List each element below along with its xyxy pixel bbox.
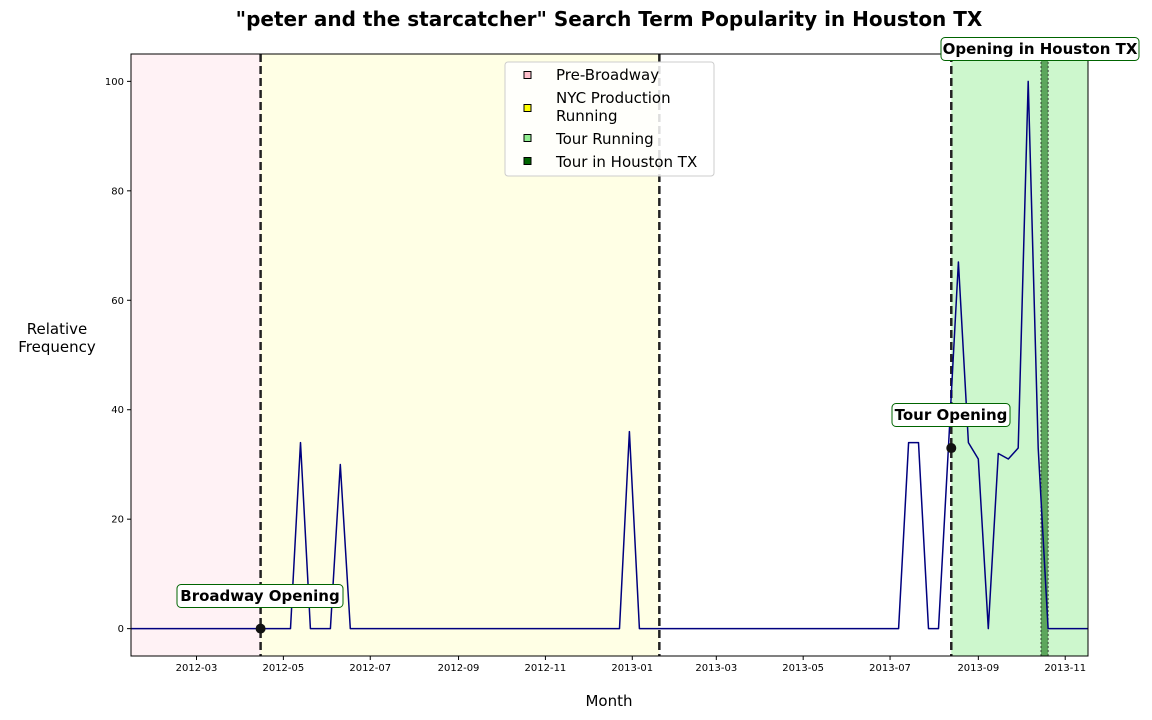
chart-title: "peter and the starcatcher" Search Term … (236, 7, 983, 31)
legend-label-line: Pre-Broadway (556, 66, 659, 84)
plot-frame (130, 53, 1089, 657)
span-tour-in-houston-tx (1041, 54, 1049, 656)
x-tick-label: 2013-09 (957, 663, 999, 674)
event-marker (255, 623, 266, 634)
legend-swatch (523, 157, 532, 165)
x-tick-label: 2012-11 (525, 663, 567, 674)
legend-swatch (523, 104, 532, 112)
legend-label: Pre-Broadway (556, 66, 659, 84)
annotation-label: Opening in Houston TX (943, 40, 1138, 58)
legend-entry: Tour Running (523, 130, 654, 148)
annotation-label: Tour Opening (895, 406, 1008, 424)
legend-label-line: Tour in Houston TX (555, 153, 697, 171)
y-axis-label-line: Frequency (18, 338, 96, 356)
x-tick-label: 2013-03 (695, 663, 737, 674)
event-markers (255, 443, 957, 634)
legend-label: NYC Production Running (556, 89, 671, 125)
y-tick-label: 60 (111, 296, 124, 307)
x-tick-label: 2013-01 (611, 663, 653, 674)
y-tick-label: 0 (118, 624, 124, 635)
legend-entry: Tour in Houston TX (523, 153, 697, 171)
y-axis: 0 20 40 60 80 100 (105, 77, 131, 635)
legend-entry: NYC Production Running (523, 89, 671, 125)
y-tick-label: 80 (111, 186, 124, 197)
x-axis: 2012-03 2012-05 2012-07 2012-09 2012-11 2013-… (176, 656, 1086, 674)
annotation-tour-opening: Tour Opening (891, 403, 1011, 427)
legend-label-line: Tour Running (555, 130, 654, 148)
x-tick-label: 2012-07 (349, 663, 391, 674)
y-tick-label: 100 (105, 77, 124, 88)
x-tick-label: 2012-09 (438, 663, 480, 674)
legend-label: Tour in Houston TX (555, 153, 697, 171)
legend-swatch (523, 71, 532, 79)
x-tick-label: 2012-03 (176, 663, 218, 674)
x-tick-label: 2013-05 (782, 663, 824, 674)
series-line (131, 80, 1088, 630)
legend-label-line: NYC Production (556, 89, 671, 107)
y-axis-label: Relative Frequency (18, 320, 96, 356)
event-marker (946, 443, 957, 454)
span-pre-broadway (131, 54, 261, 656)
legend-label-line: Running (556, 107, 617, 125)
annotation-box (940, 37, 1140, 61)
x-axis-label: Month (585, 692, 632, 710)
event-annotations: Broadway Opening Tour Opening Opening in H… (176, 37, 1140, 608)
annotation-label: Broadway Opening (180, 587, 339, 605)
span-tour-running (951, 54, 1088, 656)
annotation-box (891, 403, 1011, 427)
annotation-opening-in-houston-tx: Opening in Houston TX (940, 37, 1140, 61)
y-axis-label-line: Relative (27, 320, 88, 338)
legend-swatch (523, 134, 532, 142)
x-tick-label: 2013-11 (1044, 663, 1086, 674)
legend-entry: Pre-Broadway (523, 66, 659, 84)
legend-label: Tour Running (555, 130, 654, 148)
annotation-broadway-opening: Broadway Opening (176, 584, 344, 608)
y-tick-label: 20 (111, 515, 124, 526)
series-layer (131, 80, 1088, 630)
x-tick-label: 2013-07 (869, 663, 911, 674)
annotation-box (176, 584, 344, 608)
legend: Pre-Broadway NYC Production Running Tour Ru… (504, 61, 715, 177)
x-tick-label: 2012-05 (262, 663, 304, 674)
legend-frame (504, 61, 715, 177)
y-tick-label: 40 (111, 405, 124, 416)
